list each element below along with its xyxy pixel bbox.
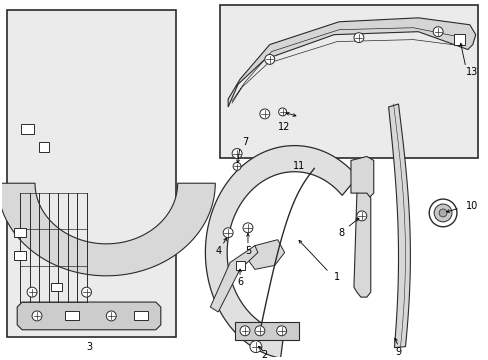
Circle shape bbox=[254, 326, 264, 336]
Circle shape bbox=[233, 162, 241, 170]
Bar bbox=[220, 5, 477, 158]
Polygon shape bbox=[388, 104, 409, 348]
Circle shape bbox=[438, 209, 446, 217]
Text: 7: 7 bbox=[242, 137, 247, 147]
Text: 9: 9 bbox=[395, 347, 401, 357]
Bar bbox=[235, 322, 299, 340]
Circle shape bbox=[106, 311, 116, 321]
Text: 6: 6 bbox=[237, 277, 243, 287]
Bar bbox=[39, 141, 49, 152]
Circle shape bbox=[81, 287, 91, 297]
Text: 4: 4 bbox=[215, 246, 221, 256]
Polygon shape bbox=[210, 246, 257, 312]
Polygon shape bbox=[350, 157, 373, 198]
Circle shape bbox=[232, 149, 242, 158]
Text: 12: 12 bbox=[278, 122, 290, 132]
Circle shape bbox=[278, 108, 286, 116]
Bar bbox=[14, 251, 26, 260]
Circle shape bbox=[32, 311, 42, 321]
Text: 10: 10 bbox=[465, 201, 477, 211]
Text: 5: 5 bbox=[244, 246, 250, 256]
Polygon shape bbox=[228, 18, 475, 107]
Text: 3: 3 bbox=[86, 342, 92, 352]
Circle shape bbox=[433, 204, 451, 222]
Bar bbox=[235, 261, 244, 270]
Polygon shape bbox=[244, 240, 284, 269]
Bar bbox=[20, 124, 34, 134]
Bar bbox=[64, 311, 79, 320]
Circle shape bbox=[264, 54, 274, 64]
Polygon shape bbox=[205, 145, 357, 358]
Circle shape bbox=[353, 33, 363, 42]
Polygon shape bbox=[17, 302, 161, 330]
Circle shape bbox=[249, 341, 261, 352]
Text: 11: 11 bbox=[293, 161, 305, 171]
Circle shape bbox=[432, 27, 442, 37]
Circle shape bbox=[223, 228, 233, 238]
Circle shape bbox=[259, 109, 269, 119]
Circle shape bbox=[428, 199, 456, 227]
Bar bbox=[7, 10, 175, 337]
Text: 2: 2 bbox=[261, 350, 267, 360]
Polygon shape bbox=[0, 183, 215, 276]
Bar bbox=[453, 34, 465, 45]
Text: 8: 8 bbox=[337, 228, 344, 238]
Bar bbox=[14, 228, 26, 237]
Text: 13: 13 bbox=[465, 67, 477, 77]
Polygon shape bbox=[353, 193, 370, 297]
Circle shape bbox=[356, 211, 366, 221]
Circle shape bbox=[276, 326, 286, 336]
Text: 1: 1 bbox=[333, 272, 340, 282]
Circle shape bbox=[243, 223, 252, 233]
Circle shape bbox=[27, 287, 37, 297]
Bar bbox=[51, 283, 62, 291]
Bar bbox=[134, 311, 148, 320]
Circle shape bbox=[240, 326, 249, 336]
